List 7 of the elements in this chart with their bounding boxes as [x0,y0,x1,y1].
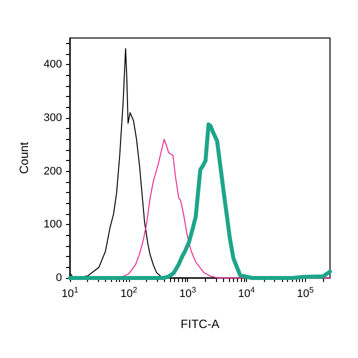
y-tick-label: 300 [44,112,62,124]
y-axis-title: Count [17,141,31,174]
y-tick-label: 100 [44,218,62,231]
y-tick-label: 0 [56,272,62,284]
x-axis-title: FITC-A [180,317,220,331]
y-tick-label: 400 [44,58,62,71]
y-tick-label: 200 [44,165,62,178]
